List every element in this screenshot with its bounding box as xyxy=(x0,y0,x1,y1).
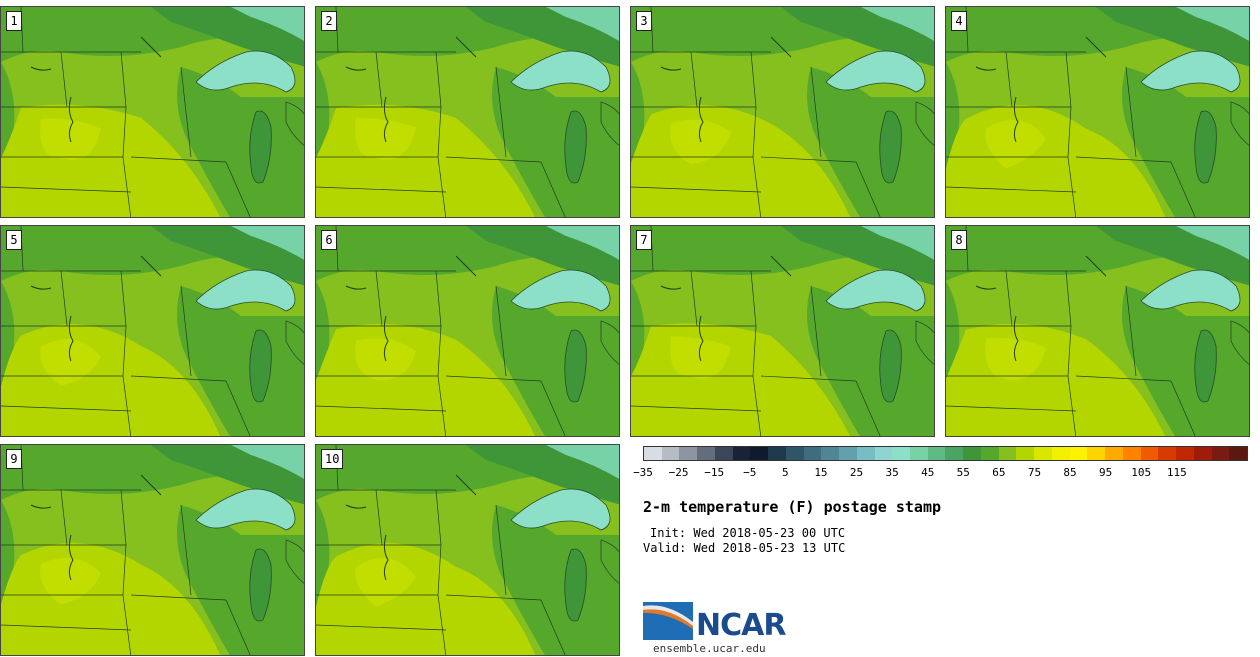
colorbar-cell xyxy=(697,447,715,460)
colorbar-tick-label: 105 xyxy=(1131,466,1152,479)
colorbar-cell xyxy=(963,447,981,460)
logo-url: ensemble.ucar.edu xyxy=(653,642,766,655)
colorbar-cell xyxy=(998,447,1017,460)
colorbar-cell xyxy=(1034,447,1052,460)
colorbar-cell xyxy=(821,447,840,460)
member-number-label: 8 xyxy=(951,230,967,250)
postage-stamp-panel: 1 xyxy=(0,6,305,218)
colorbar-cell xyxy=(945,447,964,460)
init-time: Init: Wed 2018-05-23 00 UTC xyxy=(650,526,846,540)
colorbar-tick-label: −15 xyxy=(704,466,725,479)
member-number-label: 2 xyxy=(321,11,337,31)
colorbar-tick-label: 55 xyxy=(956,466,970,479)
colorbar-cell xyxy=(661,447,680,460)
temperature-map xyxy=(946,7,1249,217)
colorbar-tick-label: −5 xyxy=(743,466,757,479)
colorbar-cell xyxy=(1229,447,1247,460)
colorbar-cell xyxy=(910,447,928,460)
temperature-colorbar xyxy=(643,446,1248,461)
member-number-label: 9 xyxy=(6,449,22,469)
colorbar-cell xyxy=(1176,447,1194,460)
postage-stamp-panel: 2 xyxy=(315,6,620,218)
member-number-label: 10 xyxy=(321,449,344,469)
colorbar-tick-label: 45 xyxy=(921,466,935,479)
member-number-label: 7 xyxy=(636,230,652,250)
colorbar-cell xyxy=(1105,447,1123,460)
colorbar-tick-label: 25 xyxy=(849,466,864,479)
temperature-map xyxy=(316,226,619,436)
postage-stamp-panel: 10 xyxy=(315,444,620,656)
colorbar-cell xyxy=(679,447,698,460)
colorbar-cell xyxy=(714,447,733,460)
colorbar-tick-label: 75 xyxy=(1027,466,1042,479)
postage-stamp-panel: 5 xyxy=(0,225,305,437)
temperature-map xyxy=(316,445,619,655)
colorbar-cell xyxy=(839,447,857,460)
colorbar-tick-label: 5 xyxy=(782,466,789,479)
postage-stamp-panel: 4 xyxy=(945,6,1250,218)
colorbar-cell xyxy=(1087,447,1106,460)
temperature-map xyxy=(1,7,304,217)
colorbar-tick-label: 85 xyxy=(1063,466,1077,479)
colorbar-tick-label: 35 xyxy=(885,466,899,479)
colorbar-tick-labels: −35 −25 −15 −5 5 15 25 35 45 55 65 75 85 95 105 115 xyxy=(633,466,1248,482)
colorbar-cell xyxy=(1158,447,1177,460)
temperature-map xyxy=(631,226,934,436)
colorbar-cell xyxy=(644,447,662,460)
postage-stamp-panel: 9 xyxy=(0,444,305,656)
colorbar-cell xyxy=(927,447,946,460)
member-number-label: 1 xyxy=(6,11,22,31)
colorbar-tick-label: 15 xyxy=(814,466,828,479)
member-number-label: 3 xyxy=(636,11,652,31)
colorbar-cell xyxy=(892,447,911,460)
colorbar-tick-label: 65 xyxy=(992,466,1006,479)
colorbar-cell xyxy=(1016,447,1035,460)
colorbar-cell xyxy=(785,447,804,460)
member-number-label: 5 xyxy=(6,230,22,250)
colorbar-cell xyxy=(750,447,769,460)
colorbar-tick-label: −25 xyxy=(668,466,689,479)
member-number-label: 6 xyxy=(321,230,337,250)
colorbar-tick-label: −35 xyxy=(633,466,653,479)
temperature-map xyxy=(1,226,304,436)
colorbar-cell xyxy=(1051,447,1070,460)
member-number-label: 4 xyxy=(951,11,967,31)
postage-stamp-panel: 8 xyxy=(945,225,1250,437)
colorbar-tick-label: 115 xyxy=(1166,466,1187,479)
postage-stamp-panel: 3 xyxy=(630,6,935,218)
ncar-logo-text: NCAR xyxy=(696,608,786,643)
colorbar-cell xyxy=(1211,447,1230,460)
colorbar-cell xyxy=(732,447,751,460)
colorbar-cell xyxy=(768,447,786,460)
ncar-logo-icon xyxy=(643,602,693,640)
temperature-map xyxy=(631,7,934,217)
colorbar-cell xyxy=(1140,447,1159,460)
valid-time: Valid: Wed 2018-05-23 13 UTC xyxy=(643,541,846,555)
temperature-map xyxy=(946,226,1249,436)
colorbar-cell xyxy=(980,447,999,460)
colorbar-tick-label: 95 xyxy=(1099,466,1113,479)
colorbar-cell xyxy=(803,447,822,460)
postage-stamp-panel: 6 xyxy=(315,225,620,437)
colorbar-cell xyxy=(856,447,875,460)
temperature-map xyxy=(1,445,304,655)
postage-stamp-panel: 7 xyxy=(630,225,935,437)
colorbar-cell xyxy=(1193,447,1212,460)
chart-title: 2-m temperature (F) postage stamp xyxy=(643,498,942,516)
colorbar-cell xyxy=(874,447,893,460)
colorbar-cell xyxy=(1122,447,1141,460)
colorbar-cell xyxy=(1069,447,1088,460)
temperature-map xyxy=(316,7,619,217)
